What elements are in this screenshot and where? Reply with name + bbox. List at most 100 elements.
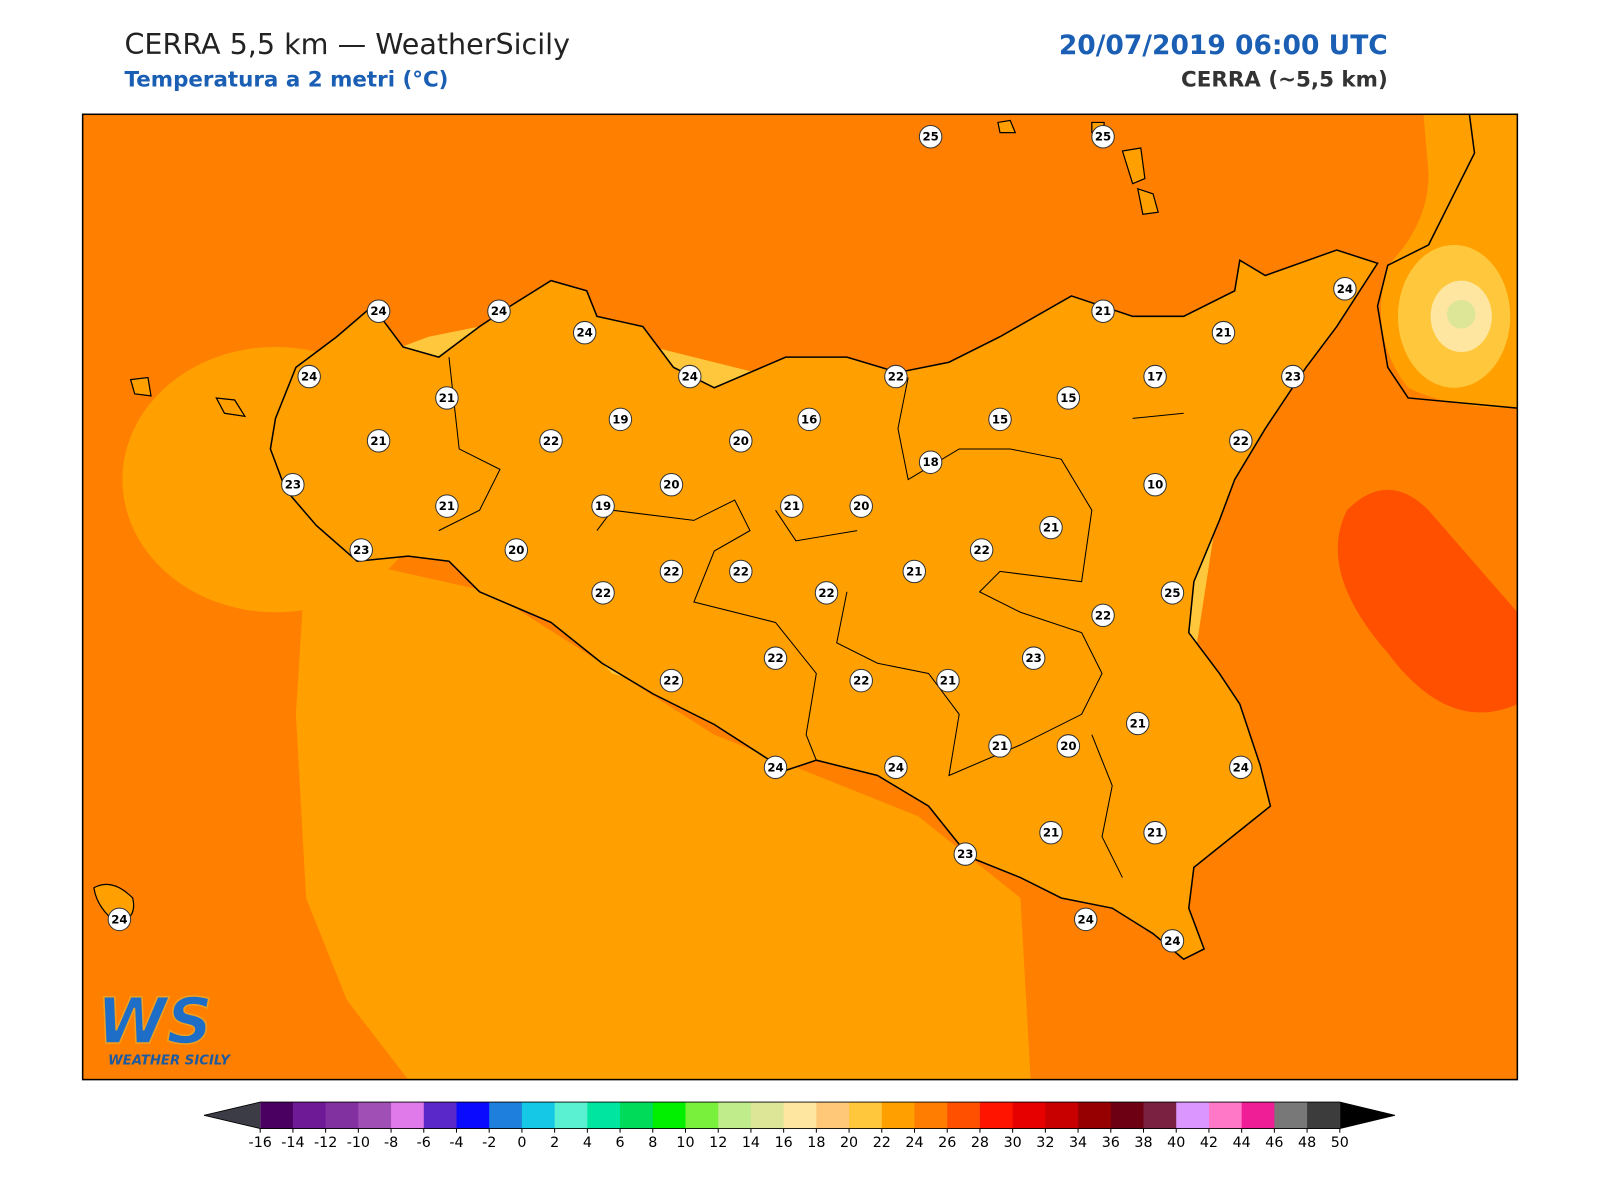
colorbar-bin [423,1102,458,1129]
station-value: 22 [543,434,559,448]
station-value: 21 [940,674,956,688]
station-value: 24 [577,326,593,340]
colorbar-bin [358,1102,392,1129]
colorbar-tick-label: -2 [482,1135,496,1151]
colorbar-tick-label: -14 [281,1135,304,1151]
colorbar-bin [849,1102,883,1129]
station-value: 22 [1233,434,1249,448]
station: 22 [969,538,994,562]
station: 18 [918,450,943,474]
station-value: 20 [1060,739,1076,753]
station-value: 24 [301,370,317,384]
station: 22 [1091,603,1115,628]
station-marker [918,125,943,149]
station-value: 17 [1147,370,1163,384]
station-marker [849,494,873,518]
colorbar-bin [1176,1102,1210,1129]
station-value: 21 [439,391,455,405]
colorbar-bin [1241,1102,1275,1129]
station-value: 21 [1043,521,1059,535]
colorbar-tick-label: 38 [1134,1135,1152,1151]
station: 24 [884,755,908,780]
station: 24 [572,320,597,345]
station-value: 22 [663,564,679,578]
station: 20 [849,494,873,518]
colorbar-bin [620,1102,654,1129]
logo-mark: WS [97,984,212,1058]
station-value: 19 [595,499,611,513]
station: 22 [1229,429,1253,453]
station-marker [1160,929,1185,953]
station: 23 [953,842,978,866]
station: 21 [1091,299,1115,323]
colorbar-bin [521,1102,556,1129]
colorbar-tick-label: 40 [1167,1135,1185,1151]
station-marker [1039,820,1063,845]
station-marker [988,407,1012,432]
station-value: 15 [1060,391,1076,405]
station-value: 20 [853,499,869,513]
station: 24 [366,299,391,323]
station-value: 21 [1043,826,1059,840]
colorbar-bin [1045,1102,1079,1129]
colorbar-bin [881,1102,916,1129]
station: 21 [1039,515,1063,540]
station: 22 [659,668,684,693]
logo: WS WEATHER SICILY [96,983,231,1068]
station-value: 24 [370,304,386,318]
colorbar-bin [1012,1102,1046,1129]
station-value: 24 [111,912,127,926]
station-marker [1126,711,1150,736]
colorbar-bin [783,1102,817,1129]
station-value: 20 [733,434,749,448]
colorbar-tick-label: 14 [742,1135,760,1151]
station-marker [1211,320,1236,345]
station-value: 22 [973,543,989,557]
station: 21 [936,668,960,693]
field-26 [1337,489,1518,713]
station: 21 [435,494,459,518]
islands [93,119,1159,925]
station-value: 24 [1078,912,1094,926]
station-marker [729,559,753,584]
calabria-coast [1376,114,1518,409]
colorbar-tick-label: 28 [971,1135,989,1151]
station: 22 [539,429,563,453]
station-value: 21 [1147,826,1163,840]
station-marker [659,472,684,497]
colorbar-bin [1307,1102,1341,1129]
station-marker [1143,472,1167,497]
station-marker [349,538,373,562]
colorbar-bin [1078,1102,1112,1129]
colorbar-bin [489,1102,523,1129]
station-value: 22 [818,586,834,600]
station-marker [969,538,994,562]
colorbar-bin [914,1102,948,1129]
logo-text: WEATHER SICILY [108,1053,231,1068]
station: 22 [591,581,615,605]
station: 21 [435,386,459,410]
station-value: 23 [1026,651,1042,665]
station-value: 23 [957,847,973,861]
station-value: 24 [682,370,698,384]
station-value: 25 [1095,130,1111,144]
station-marker [659,668,684,693]
station-marker [608,407,633,432]
station: 24 [1333,277,1357,301]
station: 20 [1056,734,1081,758]
station: 21 [1126,711,1150,736]
colorbar-bin [587,1102,621,1129]
colorbar-bin [947,1102,981,1129]
colorbar-over [1339,1102,1395,1129]
station-marker [884,755,908,780]
station-marker [366,299,391,323]
station: 22 [884,364,908,389]
station-value: 16 [801,412,817,426]
station-value: 21 [439,499,455,513]
station: 24 [1073,907,1098,932]
colorbar-tick-label: 0 [517,1135,526,1151]
station-marker [1143,364,1167,389]
station-value: 22 [733,564,749,578]
station: 15 [988,407,1012,432]
